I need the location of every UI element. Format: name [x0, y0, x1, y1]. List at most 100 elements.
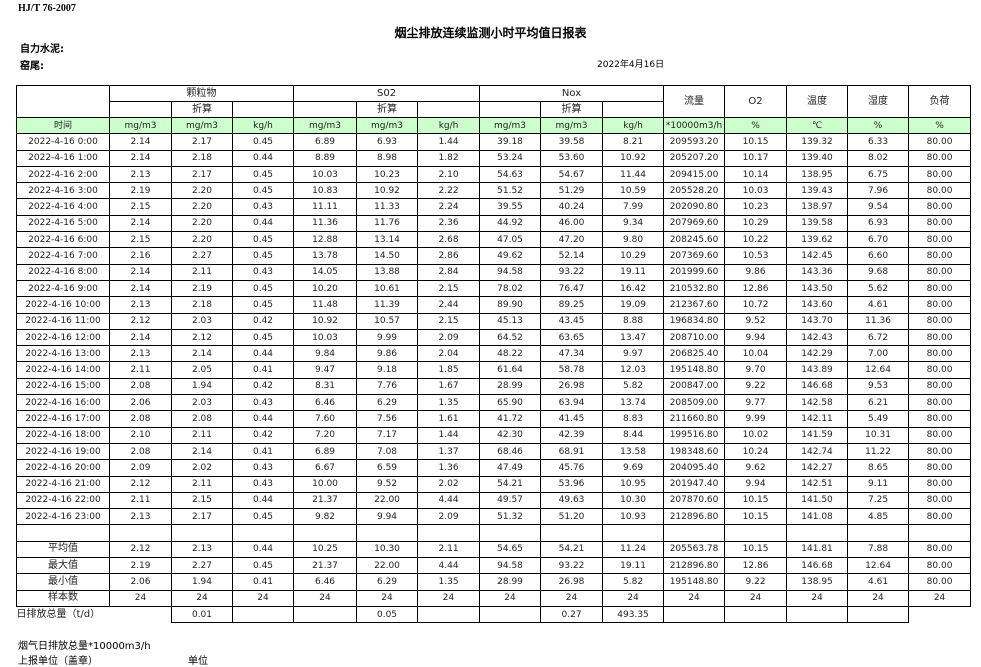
- table-row: 2022-4-16 17:00 2.08 2.08 0.44 7.60 7.56 1.61 4…: [16, 410, 972, 428]
- value-cell: 9.97: [602, 345, 665, 363]
- value-cell: 143.70: [786, 312, 849, 330]
- value-cell: 10.20: [293, 279, 358, 298]
- value-cell: 2.09: [109, 459, 172, 477]
- value-cell: 8.89: [293, 149, 358, 167]
- value-cell: 199516.80: [663, 426, 726, 444]
- time-header: 时间: [16, 116, 110, 135]
- value-cell: 210532.80: [663, 279, 726, 298]
- summary-cell: 24: [356, 589, 419, 607]
- header-load: 负荷: [908, 85, 972, 118]
- value-cell: 12.86: [724, 279, 788, 298]
- summary-row: 平均值 2.12 2.13 0.44 10.25 10.30 2.11 54.65 54.21 1…: [16, 540, 972, 559]
- value-cell: 10.00: [293, 475, 358, 493]
- summary-cell: 21.37: [293, 557, 358, 575]
- table-row: 2022-4-16 11:00 2.12 2.03 0.42 10.92 10.57 2.1…: [16, 312, 972, 330]
- value-cell: 138.95: [786, 165, 849, 184]
- value-cell: 0.45: [231, 328, 295, 347]
- value-cell: 9.54: [847, 198, 910, 216]
- value-cell: 6.21: [847, 394, 910, 412]
- value-cell: 80.00: [908, 296, 972, 314]
- value-cell: 63.94: [540, 394, 604, 412]
- value-cell: 2.02: [171, 459, 233, 477]
- value-cell: 142.27: [786, 459, 849, 477]
- table-row: 2022-4-16 15:00 2.08 1.94 0.42 8.31 7.76 1.67 2…: [16, 377, 972, 396]
- unit-row: 时间 mg/m3 mg/m3 kg/h mg/m3 mg/m3 kg/h mg/m3 mg/m3…: [16, 116, 972, 135]
- value-cell: 139.32: [786, 133, 849, 151]
- blank-cell: [231, 605, 295, 624]
- table-row: 2022-4-16 14:00 2.11 2.05 0.41 9.47 9.18 1.85 6…: [16, 361, 972, 379]
- time-cell: 2022-4-16 7:00: [16, 247, 110, 265]
- value-cell: 68.46: [479, 442, 542, 461]
- value-cell: 51.29: [540, 182, 604, 200]
- daily-total-particulate: 0.01: [171, 605, 233, 624]
- value-cell: 2.12: [109, 475, 172, 493]
- value-cell: 2.08: [171, 410, 233, 428]
- blank-cell: [847, 524, 910, 542]
- value-cell: 14.50: [356, 247, 419, 265]
- value-cell: 142.29: [786, 345, 849, 363]
- value-cell: 9.80: [602, 231, 665, 249]
- table-row: 2022-4-16 18:00 2.10 2.11 0.42 7.20 7.17 1.44 4…: [16, 426, 972, 444]
- time-cell: 2022-4-16 14:00: [16, 361, 110, 379]
- time-cell: 2022-4-16 13:00: [16, 345, 110, 363]
- value-cell: 5.82: [602, 377, 665, 396]
- value-cell: 0.43: [231, 475, 295, 493]
- value-cell: 1.67: [417, 377, 481, 396]
- value-cell: 9.70: [724, 361, 788, 379]
- value-cell: 6.93: [356, 133, 419, 151]
- value-cell: 10.29: [724, 214, 788, 233]
- value-cell: 9.99: [356, 328, 419, 347]
- summary-label: 样本数: [16, 589, 110, 607]
- time-cell: 2022-4-16 10:00: [16, 296, 110, 314]
- value-cell: 80.00: [908, 133, 972, 151]
- header-blank: [479, 101, 542, 118]
- value-cell: 42.30: [479, 426, 542, 444]
- value-cell: 8.31: [293, 377, 358, 396]
- value-cell: 9.22: [724, 377, 788, 396]
- value-cell: 5.62: [847, 279, 910, 298]
- value-cell: 53.60: [540, 149, 604, 167]
- value-cell: 141.59: [786, 426, 849, 444]
- time-cell: 2022-4-16 1:00: [16, 149, 110, 167]
- value-cell: 89.25: [540, 296, 604, 314]
- value-cell: 212367.60: [663, 296, 726, 314]
- blank-cell: [663, 524, 726, 542]
- value-cell: 10.23: [356, 165, 419, 184]
- value-cell: 19.09: [602, 296, 665, 314]
- table-row: 2022-4-16 9:00 2.14 2.19 0.45 10.20 10.61 2.15…: [16, 279, 972, 298]
- blank-cell: [724, 605, 788, 624]
- header-particulate: 颗粒物: [108, 85, 295, 102]
- value-cell: 21.37: [293, 491, 358, 510]
- value-cell: 2.19: [109, 182, 172, 200]
- value-cell: 142.51: [786, 475, 849, 493]
- time-cell: 2022-4-16 21:00: [16, 475, 110, 493]
- value-cell: 10.83: [293, 182, 358, 200]
- value-cell: 9.77: [724, 394, 788, 412]
- table-row: 2022-4-16 2:00 2.13 2.17 0.45 10.03 10.23 2.10…: [16, 165, 972, 184]
- value-cell: 8.83: [602, 410, 665, 428]
- summary-label: 最小值: [16, 573, 110, 591]
- blank-cell: [908, 524, 972, 542]
- value-cell: 61.64: [479, 361, 542, 379]
- value-cell: 1.35: [417, 394, 481, 412]
- daily-total-flow: 493.35: [602, 605, 665, 624]
- summary-cell: 4.44: [417, 557, 481, 575]
- value-cell: 11.39: [356, 296, 419, 314]
- value-cell: 205528.20: [663, 182, 726, 200]
- value-cell: 200847.00: [663, 377, 726, 396]
- value-cell: 10.93: [602, 508, 665, 526]
- time-cell: 2022-4-16 18:00: [16, 426, 110, 444]
- value-cell: 2.13: [109, 345, 172, 363]
- unit-cell: kg/h: [417, 116, 481, 135]
- value-cell: 142.58: [786, 394, 849, 412]
- header-humidity: 湿度: [847, 85, 910, 118]
- value-cell: 1.94: [171, 377, 233, 396]
- value-cell: 0.43: [231, 263, 295, 281]
- time-cell: 2022-4-16 17:00: [16, 410, 110, 428]
- value-cell: 2.18: [171, 296, 233, 314]
- unit-cell: mg/m3: [356, 116, 419, 135]
- blank-cell: [171, 524, 233, 542]
- value-cell: 2.20: [171, 198, 233, 216]
- value-cell: 10.15: [724, 508, 788, 526]
- summary-row: 最小值 2.06 1.94 0.41 6.46 6.29 1.35 28.99 26.98 5.8…: [16, 573, 972, 591]
